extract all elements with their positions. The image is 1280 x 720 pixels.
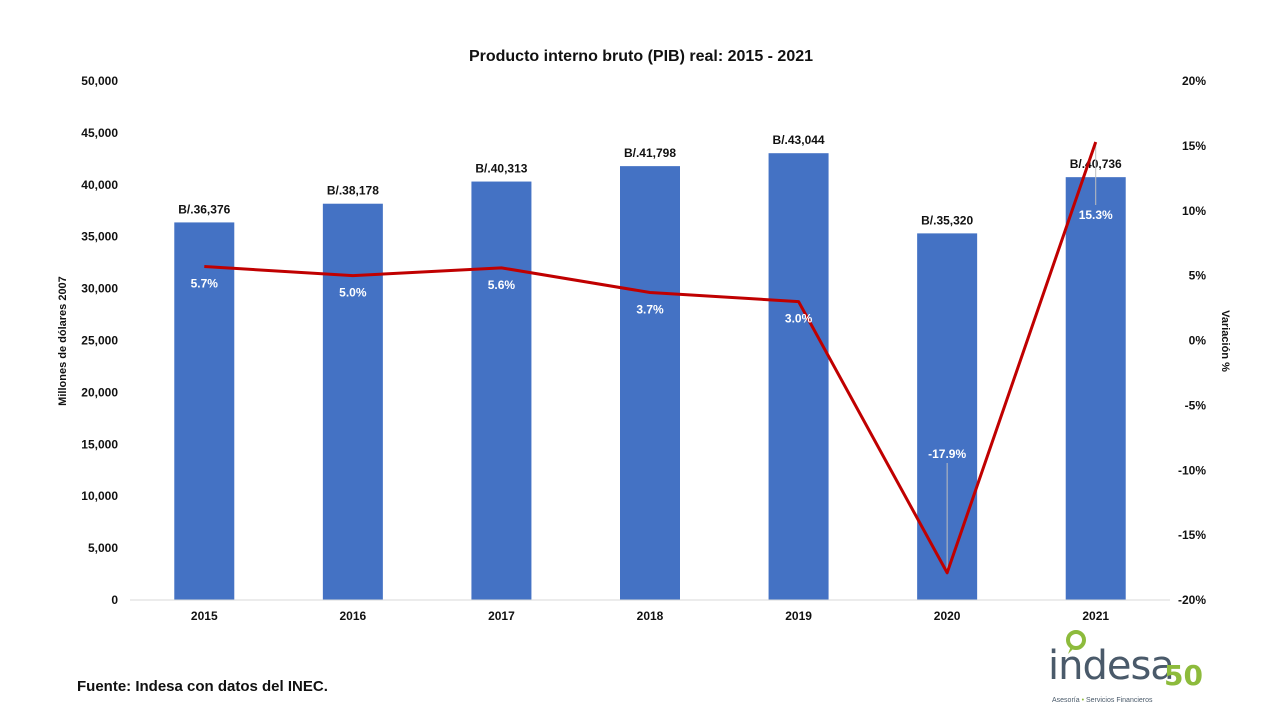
right-tick-label: 5%	[1189, 269, 1207, 283]
indesa-logo: indesa 50 Asesoría • Servicios Financier…	[1040, 628, 1220, 708]
bar-series	[174, 153, 1126, 601]
left-tick-label: 0	[111, 593, 118, 607]
x-tick-label: 2021	[1082, 609, 1109, 623]
right-tick-label: 0%	[1189, 334, 1207, 348]
bar-value-labels: B/.36,376 B/.38,178 B/.40,313 B/.41,798 B/.4…	[178, 133, 1122, 227]
left-tick-label: 50,000	[81, 74, 118, 88]
bar-value-label: B/.43,044	[773, 133, 825, 147]
speech-bubble-icon	[1066, 630, 1086, 654]
right-tick-label: -10%	[1178, 463, 1206, 477]
left-tick-label: 30,000	[81, 282, 118, 296]
right-tick-label: -20%	[1178, 593, 1206, 607]
x-axis-ticks: 2015 2016 2017 2018 2019 2020 2021	[191, 609, 1109, 623]
x-tick-label: 2019	[785, 609, 812, 623]
growth-line	[204, 141, 1098, 575]
left-tick-label: 15,000	[81, 437, 118, 451]
growth-value-label: 3.7%	[636, 302, 664, 316]
growth-value-labels: 5.7% 5.0% 5.6% 3.7% 3.0% -17.9% 15.3%	[191, 208, 1113, 461]
bar-value-label: B/.36,376	[178, 202, 230, 216]
logo-tagline-right: Servicios Financieros	[1085, 697, 1153, 704]
growth-value-label: 5.7%	[191, 277, 219, 291]
left-tick-label: 25,000	[81, 334, 118, 348]
chart-title: Producto interno bruto (PIB) real: 2015 …	[469, 48, 813, 65]
growth-value-label: -17.9%	[928, 447, 966, 461]
bar-value-label: B/.41,798	[624, 146, 676, 160]
left-tick-label: 10,000	[81, 489, 118, 503]
source-note: Fuente: Indesa con datos del INEC.	[77, 678, 328, 695]
logo-tagline-left: Asesoría	[1052, 697, 1080, 704]
left-tick-label: 5,000	[88, 541, 118, 555]
right-axis-label: Variación %	[1219, 310, 1231, 372]
right-tick-label: -15%	[1178, 528, 1206, 542]
bar-value-label: B/.35,320	[921, 213, 973, 227]
x-tick-label: 2020	[934, 609, 961, 623]
bar-value-label: B/.40,313	[475, 162, 527, 176]
x-tick-label: 2017	[488, 609, 515, 623]
label-leader-lines	[946, 141, 1097, 573]
right-tick-label: 20%	[1182, 74, 1206, 88]
right-tick-label: 10%	[1182, 204, 1206, 218]
right-tick-label: 15%	[1182, 139, 1206, 153]
left-tick-label: 35,000	[81, 230, 118, 244]
bar	[1065, 177, 1126, 600]
bar	[620, 166, 680, 600]
x-tick-label: 2018	[637, 609, 664, 623]
left-axis-ticks: 0 5,000 10,000 15,000 20,000 25,000 30,000 35,0…	[81, 74, 118, 607]
bar	[768, 153, 829, 600]
right-axis-ticks: -20% -15% -10% -5% 0% 5% 10% 15% 20%	[1178, 74, 1206, 607]
bar	[322, 203, 383, 601]
bar-value-label: B/.38,178	[327, 184, 379, 198]
x-tick-label: 2016	[340, 609, 367, 623]
growth-value-label: 5.0%	[339, 286, 367, 300]
left-tick-label: 45,000	[81, 126, 118, 140]
left-tick-label: 40,000	[81, 178, 118, 192]
growth-value-label: 15.3%	[1079, 208, 1113, 222]
left-tick-label: 20,000	[81, 385, 118, 399]
growth-value-label: 3.0%	[785, 312, 813, 326]
x-tick-label: 2015	[191, 609, 218, 623]
left-axis-label: Millones de dólares 2007	[57, 276, 69, 406]
growth-value-label: 5.6%	[488, 278, 516, 292]
bar	[174, 222, 235, 600]
logo-tagline: Asesoría • Servicios Financieros	[1052, 697, 1153, 704]
right-tick-label: -5%	[1185, 398, 1207, 412]
logo-anniversary-number: 50	[1164, 659, 1203, 692]
bar	[471, 181, 532, 600]
logo-wordmark: indesa	[1048, 643, 1175, 689]
